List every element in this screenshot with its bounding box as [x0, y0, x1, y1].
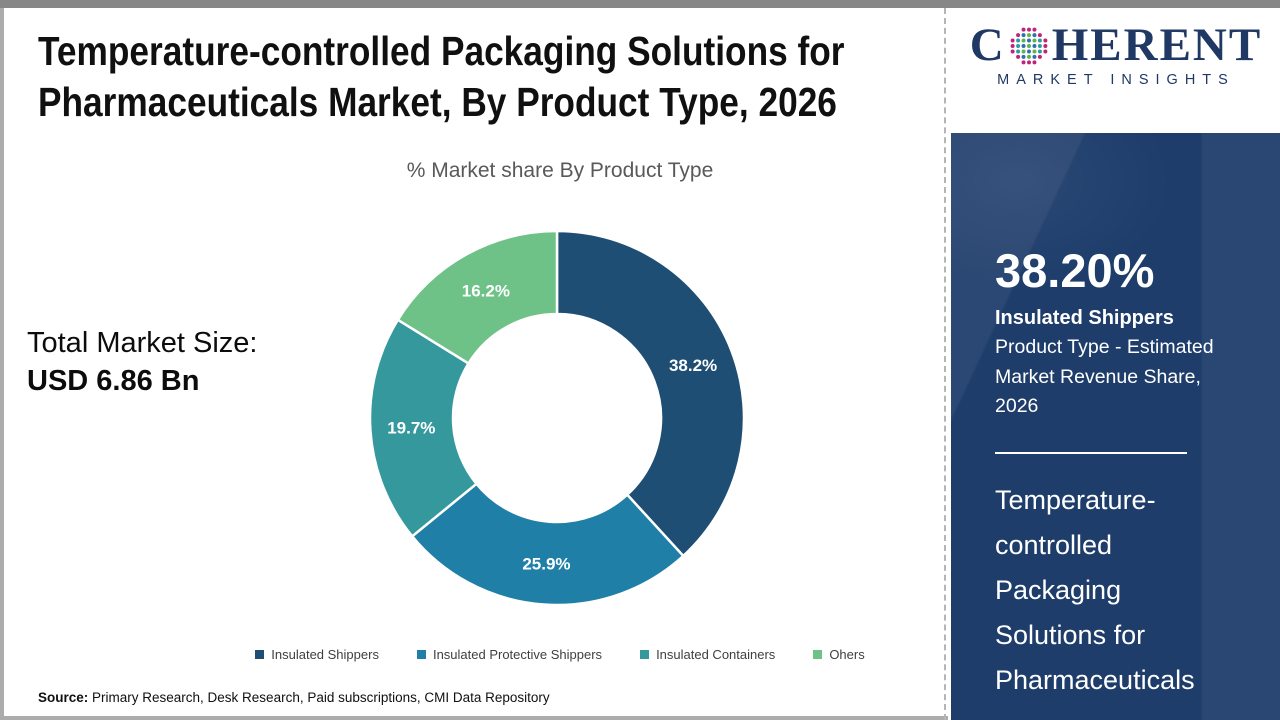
sidebar-stat-description: Product Type - Estimated Market Revenue … [995, 336, 1214, 417]
donut-label-4: 16.2% [462, 282, 510, 301]
legend-label-4: Ohers [829, 647, 865, 662]
sidebar-panel: 38.20% Insulated Shippers Product Type -… [951, 133, 1280, 720]
donut-segment-2 [410, 482, 685, 607]
legend-item-4: Ohers [813, 647, 865, 662]
sidebar-market-name: Temperature-controlled Packaging Solutio… [995, 484, 1195, 695]
source-line: Source: Primary Research, Desk Research,… [38, 690, 550, 705]
total-market-size-value: USD 6.86 Bn [27, 365, 200, 397]
chart-subtitle: % Market share By Product Type [406, 159, 714, 182]
logo-letter-c: C [969, 19, 1006, 71]
donut-segment-3 [368, 318, 478, 538]
sidebar-stat-title: Insulated Shippers [995, 307, 1174, 329]
dashed-divider [944, 8, 946, 720]
total-market-size-label: Total Market Size: [27, 327, 258, 359]
logo-tagline: MARKET INSIGHTS [997, 72, 1235, 88]
legend-label-2: Insulated Protective Shippers [432, 647, 603, 662]
legend-swatch-1 [255, 650, 265, 659]
logo-wordmark: C HERENT [952, 22, 1280, 69]
source-label: Source: [38, 690, 89, 705]
sidebar-divider-line [995, 451, 1187, 454]
logo-word-rest: HERENT [1051, 19, 1263, 71]
sidebar-stat-value: 38.20% [995, 244, 1155, 297]
legend-swatch-3 [640, 650, 650, 659]
donut-chart: 38.2% 25.9% 19.7% 16.2% [368, 229, 746, 607]
legend-label-1: Insulated Shippers [271, 647, 379, 662]
coherent-logo-globe-icon [1008, 25, 1050, 67]
frame-left-border [0, 8, 4, 720]
donut-segment-4 [396, 229, 559, 365]
legend-label-3: Insulated Containers [656, 647, 776, 662]
donut-label-3: 19.7% [387, 419, 435, 438]
page-title-line-2: Pharmaceuticals Market, By Product Type,… [38, 79, 837, 125]
coherent-market-insights-logo: C HERENT MARKET INSIGHTS [952, 22, 1280, 89]
legend-item-1: Insulated Shippers [255, 647, 379, 662]
frame-top-bar [0, 0, 1280, 8]
page-title: Temperature-controlled Packaging Solutio… [38, 26, 845, 128]
source-text: Primary Research, Desk Research, Paid su… [88, 690, 550, 705]
legend-swatch-4 [813, 650, 823, 659]
legend-item-3: Insulated Containers [640, 647, 775, 662]
donut-label-1: 38.2% [669, 356, 717, 375]
legend-item-2: Insulated Protective Shippers [416, 647, 603, 662]
sidebar-content: 38.20% Insulated Shippers Product Type -… [995, 245, 1240, 703]
donut-label-2: 25.9% [522, 555, 570, 574]
page-title-line-1: Temperature-controlled Packaging Solutio… [38, 28, 845, 74]
total-market-size-block: Total Market Size: USD 6.86 Bn [27, 324, 257, 400]
legend-swatch-2 [416, 650, 426, 659]
frame-bottom-border [0, 716, 948, 720]
chart-legend: Insulated Shippers Insulated Protective S… [180, 647, 940, 662]
donut-segment-1 [555, 229, 746, 558]
